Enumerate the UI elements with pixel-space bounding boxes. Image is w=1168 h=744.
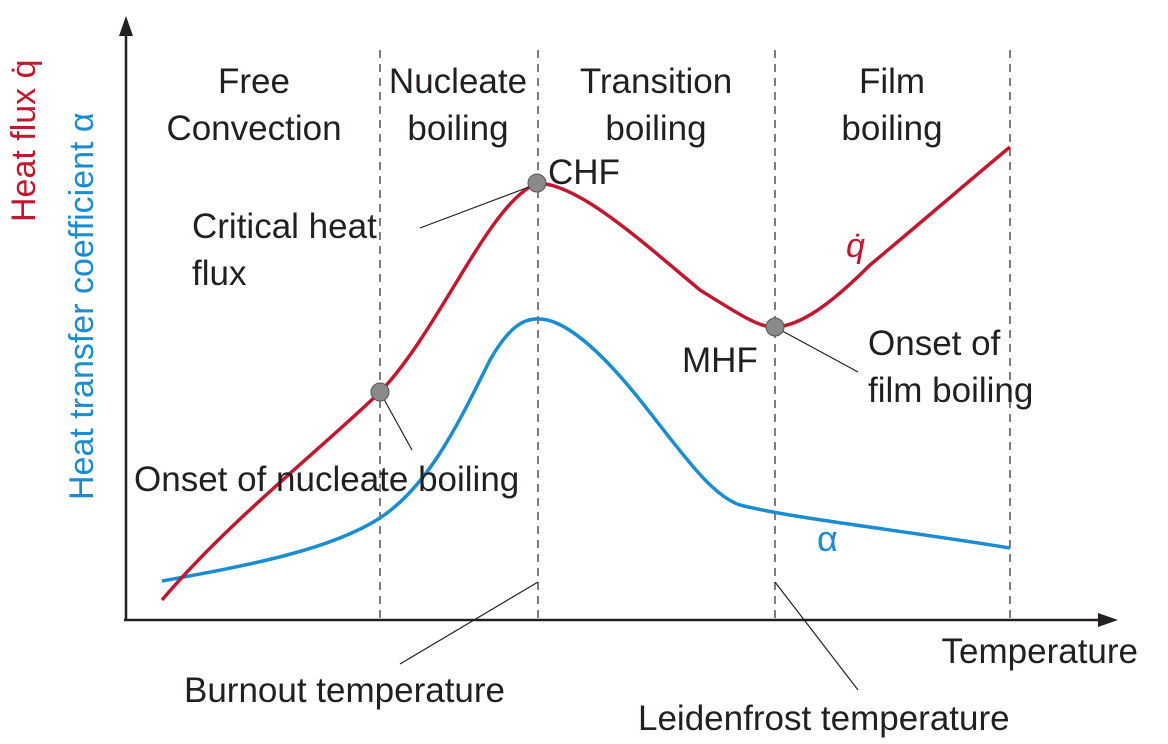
region-film-line1: Film <box>859 62 925 101</box>
y-axis-arrow <box>119 16 133 36</box>
htc-curve-label: α <box>817 518 838 559</box>
y-axis-label: Heat transfer coefficient α <box>63 112 101 500</box>
region-nucleate-line2: boiling <box>407 109 508 148</box>
leader-mhf <box>774 326 859 373</box>
axes <box>119 16 1118 627</box>
x-axis-arrow <box>1098 613 1118 627</box>
region-transition-line2: boiling <box>605 109 706 148</box>
burnout-label: Burnout temperature <box>184 671 505 710</box>
region-free-line1: Free <box>218 62 290 101</box>
leader-onb <box>379 391 413 451</box>
onset-film-line1: Onset of <box>868 324 1001 363</box>
onb-marker <box>370 382 390 402</box>
leader-leidenfrost <box>774 581 859 691</box>
heat-flux-curve <box>160 145 1012 602</box>
y-axis-label-flux-text: Heat flux q̇ <box>5 59 43 222</box>
region-film-line2: boiling <box>841 109 942 148</box>
leader-critical <box>419 183 538 229</box>
leidenfrost-label: Leidenfrost temperature <box>638 699 1010 738</box>
leader-burnout <box>399 581 539 665</box>
heat-flux-curve-label: q̇ <box>846 227 865 265</box>
y-axis-label-htc: Heat transfer coefficient α <box>63 112 101 500</box>
region-transition-line1: Transition <box>580 62 732 101</box>
onset-nucleate-label: Onset of nucleate boiling <box>134 460 519 499</box>
region-free-line2: Convection <box>166 109 341 148</box>
mhf-label: MHF <box>682 341 758 380</box>
mhf-marker <box>765 317 785 337</box>
critical-heat-flux-line1: Critical heat <box>192 207 377 246</box>
region-labels: Free Convection Nucleate boiling Transit… <box>166 62 942 148</box>
chf-marker <box>527 173 547 193</box>
y-axis-label-flux: Heat flux q̇ <box>5 59 43 222</box>
x-axis-label: Temperature <box>942 632 1138 671</box>
region-nucleate-line1: Nucleate <box>389 62 527 101</box>
leader-lines <box>379 183 859 691</box>
critical-heat-flux-line2: flux <box>192 254 247 293</box>
htc-curve <box>161 317 1011 583</box>
onset-film-line2: film boiling <box>868 371 1033 410</box>
markers <box>370 173 785 402</box>
chf-label: CHF <box>548 153 620 192</box>
